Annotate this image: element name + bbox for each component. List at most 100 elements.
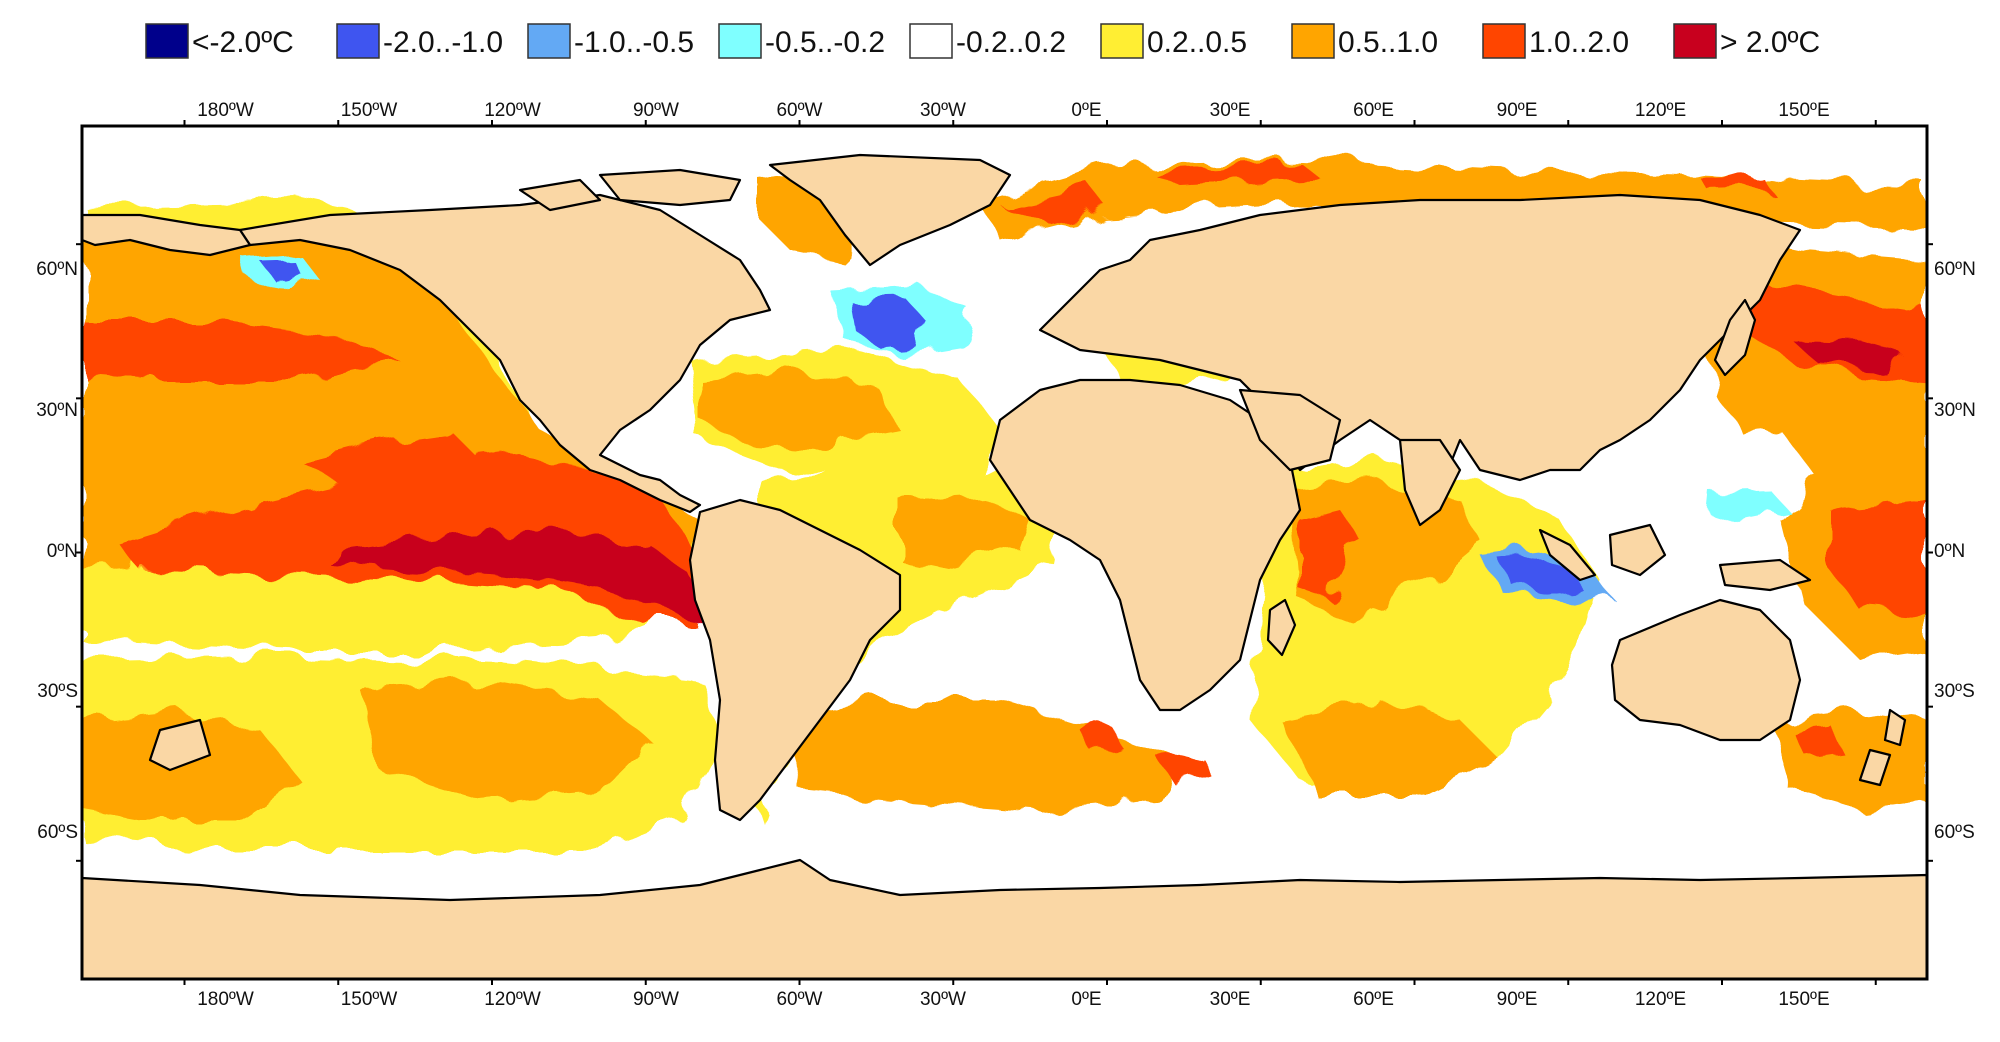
legend-swatch-2 <box>336 23 380 59</box>
lat-label-left-4: 30ºS <box>37 681 78 702</box>
lat-label-left-1: 60ºN <box>36 259 78 280</box>
lon-label-top-7: 0ºE <box>1071 100 1101 121</box>
lat-label-right-5: 60ºS <box>1934 822 1975 843</box>
legend-item-7: 0.5..1.0 <box>1291 23 1438 59</box>
lat-label-right-3: 0ºN <box>1934 541 1965 562</box>
lon-label-bottom-6: 30ºW <box>920 989 966 1010</box>
anomaly-moderate-north-atlantic <box>700 370 900 445</box>
legend: <-2.0ºC -2.0..-1.0 -1.0..-0.5 -0.5..-0.2… <box>145 23 1820 59</box>
anomaly-strong-south-atlantic <box>1080 725 1120 755</box>
legend-swatch-4 <box>718 23 762 59</box>
legend-swatch-7 <box>1291 23 1335 59</box>
land-south-america <box>688 498 902 822</box>
land-sumatra <box>1538 528 1597 582</box>
legend-label-9: > 2.0ºC <box>1720 26 1820 59</box>
lon-label-bottom-9: 60ºE <box>1353 989 1394 1010</box>
legend-swatch-6 <box>1100 23 1144 59</box>
legend-item-8: 1.0..2.0 <box>1482 23 1629 59</box>
lat-label-left-3: 0ºN <box>47 541 78 562</box>
land-antarctica <box>82 858 1927 979</box>
anomaly-moderate-south-atlantic <box>780 700 1180 810</box>
anomaly-field <box>82 160 1927 850</box>
legend-item-4: -0.5..-0.2 <box>718 23 885 59</box>
legend-item-9: > 2.0ºC <box>1673 23 1820 59</box>
lon-label-top-6: 30ºW <box>920 100 966 121</box>
anomaly-moderate-tropical-atlantic <box>900 495 1030 570</box>
anomaly-cool-west-pacific <box>1708 490 1790 522</box>
land-arabia <box>1238 388 1342 472</box>
land-new-zealand-north <box>1883 708 1907 747</box>
land-africa <box>988 378 1302 712</box>
legend-swatch-5 <box>909 23 953 59</box>
anomaly-strong-tasman <box>1790 725 1845 760</box>
lon-label-bottom-7: 0ºE <box>1071 989 1101 1010</box>
lat-label-left-5: 60ºS <box>37 822 78 843</box>
anomaly-strong-south-atlantic-2 <box>1160 755 1210 785</box>
legend-item-2: -2.0..-1.0 <box>336 23 503 59</box>
land-greenland <box>768 153 1012 267</box>
plot-area <box>82 126 1927 979</box>
legend-label-8: 1.0..2.0 <box>1529 26 1629 59</box>
anomaly-extreme-enso <box>330 530 710 620</box>
anomaly-cold-indonesia <box>1500 556 1585 596</box>
legend-item-1: <-2.0ºC <box>145 23 294 59</box>
lon-label-bottom-11: 120ºE <box>1635 989 1686 1010</box>
land-india <box>1398 438 1462 527</box>
land-arctic-islands <box>598 168 742 207</box>
land-new-zealand-west <box>148 718 212 772</box>
legend-label-3: -1.0..-0.5 <box>574 26 694 59</box>
lon-label-top-5: 60ºW <box>776 100 822 121</box>
anomaly-strong-north-pacific <box>82 320 400 380</box>
anomaly-extreme-kuroshio <box>1790 338 1900 368</box>
lon-label-top-2: 150ºW <box>341 100 398 121</box>
lon-label-bottom-12: 150ºE <box>1778 989 1829 1010</box>
anomaly-cold-north-atlantic <box>850 298 925 348</box>
lon-label-top-8: 30ºE <box>1210 100 1251 121</box>
anomaly-moderate-south-indian <box>1280 700 1500 800</box>
lon-label-top-10: 90ºE <box>1497 100 1538 121</box>
anomaly-moderate-south-pacific-2 <box>360 680 650 800</box>
anomaly-strong-arctic <box>1000 185 1110 225</box>
anomaly-strong-arabian-sea <box>1300 510 1360 600</box>
lon-label-bottom-3: 120ºW <box>484 989 541 1010</box>
lon-label-top-4: 90ºW <box>633 100 679 121</box>
legend-label-1: <-2.0ºC <box>192 26 294 59</box>
legend-label-7: 0.5..1.0 <box>1338 26 1438 59</box>
lon-label-bottom-4: 90ºW <box>633 989 679 1010</box>
anomaly-strong-arctic-2 <box>1150 162 1320 185</box>
lon-label-top-1: 180ºW <box>197 100 254 121</box>
anomaly-strong-west-pacific-equator <box>1830 500 1927 615</box>
lat-label-right-4: 30ºS <box>1934 681 1975 702</box>
land-alaska-west <box>82 213 252 257</box>
land-australia <box>1610 598 1802 742</box>
axis-tick-labels: 180ºW 180ºW 150ºW 150ºW 120ºW 120ºW 90ºW… <box>36 100 1976 1010</box>
lon-label-top-9: 60ºE <box>1353 100 1394 121</box>
lon-label-bottom-2: 150ºW <box>341 989 398 1010</box>
legend-label-5: -0.2..0.2 <box>956 26 1066 59</box>
legend-item-3: -1.0..-0.5 <box>527 23 694 59</box>
lon-label-bottom-1: 180ºW <box>197 989 254 1010</box>
lon-label-bottom-10: 90ºE <box>1497 989 1538 1010</box>
legend-label-2: -2.0..-1.0 <box>383 26 503 59</box>
anomaly-cold-gulf-of-alaska <box>262 262 305 284</box>
anomaly-moderate-south-pacific <box>82 710 300 820</box>
lon-label-bottom-8: 30ºE <box>1210 989 1251 1010</box>
legend-label-6: 0.2..0.5 <box>1147 26 1247 59</box>
lon-label-bottom-5: 60ºW <box>776 989 822 1010</box>
legend-label-4: -0.5..-0.2 <box>765 26 885 59</box>
legend-item-5: -0.2..0.2 <box>909 23 1066 59</box>
anomaly-strong-arctic-3 <box>1700 175 1770 192</box>
land-japan <box>1713 298 1757 377</box>
legend-swatch-8 <box>1482 23 1526 59</box>
land-arctic-islands-2 <box>518 178 602 212</box>
land-new-zealand-south <box>1858 748 1892 787</box>
lon-label-top-3: 120ºW <box>484 100 541 121</box>
legend-swatch-9 <box>1673 23 1717 59</box>
lon-label-top-12: 150ºE <box>1778 100 1829 121</box>
lon-label-top-11: 120ºE <box>1635 100 1686 121</box>
axis-ticks <box>76 120 1933 985</box>
land-masses <box>82 153 1927 979</box>
lat-label-right-2: 30ºN <box>1934 400 1976 421</box>
legend-item-6: 0.2..0.5 <box>1100 23 1247 59</box>
